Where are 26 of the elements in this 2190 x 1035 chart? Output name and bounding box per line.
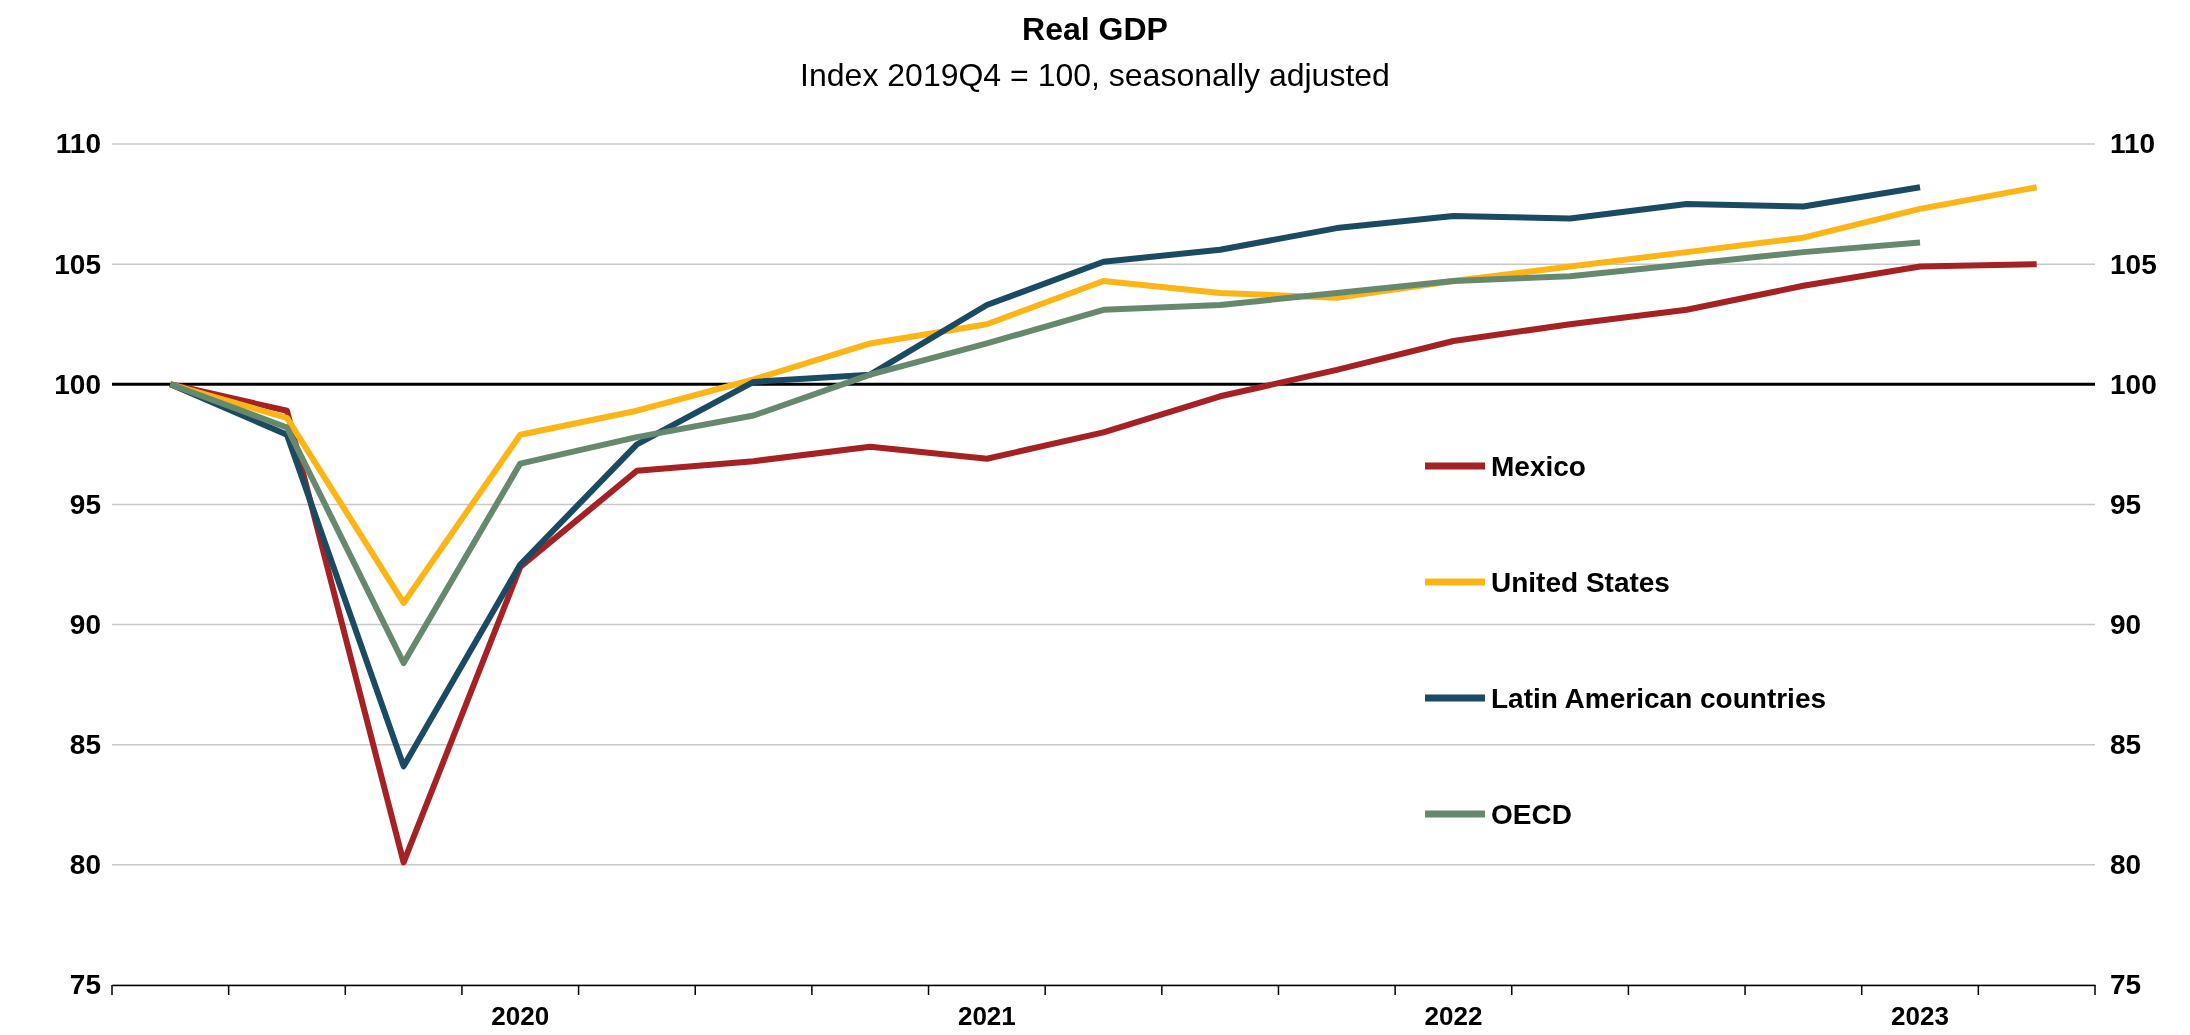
- x-tick-label: 2020: [491, 1001, 550, 1032]
- y2-tick-label: 75: [2110, 969, 2142, 1001]
- y-tick-label: 75: [69, 969, 101, 1001]
- y2-tick-label: 80: [2110, 849, 2142, 881]
- y-tick-label: 110: [55, 128, 101, 160]
- y2-tick-label: 90: [2110, 609, 2142, 641]
- y2-tick-label: 100: [2110, 368, 2157, 400]
- y2-tick-label: 85: [2110, 729, 2142, 761]
- legend-label: OECD: [1491, 798, 1572, 830]
- x-tick-label: 2021: [957, 1001, 1016, 1032]
- y-tick-label: 105: [54, 248, 101, 280]
- y2-tick-label: 110: [2110, 128, 2156, 160]
- y2-tick-label: 105: [2110, 248, 2157, 280]
- chart-title: Real GDP: [1022, 11, 1168, 47]
- y-tick-label: 100: [54, 368, 101, 400]
- x-tick-label: 2023: [1891, 1001, 1949, 1032]
- chart-subtitle: Index 2019Q4 = 100, seasonally adjusted: [800, 57, 1390, 93]
- y-tick-label: 95: [69, 488, 101, 520]
- y-tick-label: 90: [69, 609, 101, 641]
- legend-label: Mexico: [1491, 450, 1586, 482]
- y2-tick-label: 95: [2110, 488, 2142, 520]
- legend-label: United States: [1491, 566, 1670, 598]
- y-tick-label: 80: [69, 849, 101, 881]
- x-tick-label: 2022: [1424, 1001, 1483, 1032]
- legend-label: Latin American countries: [1491, 682, 1827, 714]
- y-tick-label: 85: [69, 729, 101, 761]
